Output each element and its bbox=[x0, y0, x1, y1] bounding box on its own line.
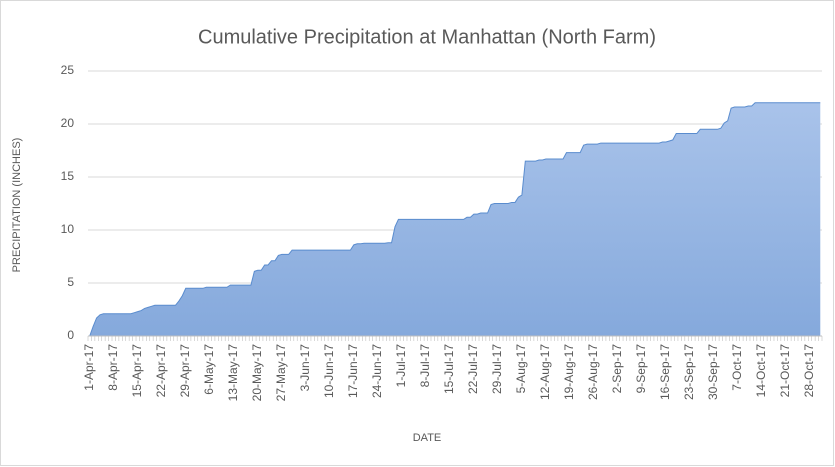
x-tick-label: 8-Jul-17 bbox=[418, 344, 432, 388]
y-tick-label: 20 bbox=[61, 116, 75, 130]
x-tick-label: 26-Aug-17 bbox=[586, 344, 600, 400]
x-tick-label: 22-Jul-17 bbox=[466, 344, 480, 394]
x-tick-label: 29-Jul-17 bbox=[490, 344, 504, 394]
y-tick-label: 15 bbox=[61, 169, 75, 183]
y-tick-label: 5 bbox=[67, 275, 74, 289]
x-tick-label: 15-Apr-17 bbox=[130, 344, 144, 398]
x-tick-label: 1-Apr-17 bbox=[82, 344, 96, 391]
x-tick-label: 30-Sep-17 bbox=[706, 344, 720, 400]
y-tick-label: 0 bbox=[67, 328, 74, 342]
x-tick-label: 6-May-17 bbox=[202, 344, 216, 395]
y-axis-title: PRECIPITATION (INCHES) bbox=[11, 138, 23, 273]
x-tick-label: 1-Jul-17 bbox=[394, 344, 408, 388]
chart-title: Cumulative Precipitation at Manhattan (N… bbox=[198, 26, 656, 48]
x-tick-label: 9-Sep-17 bbox=[634, 344, 648, 394]
x-tick-label: 16-Sep-17 bbox=[658, 344, 672, 400]
area-line bbox=[89, 102, 821, 337]
x-tick-label: 13-May-17 bbox=[226, 344, 240, 402]
x-tick-label: 24-Jun-17 bbox=[370, 344, 384, 398]
x-tick-label: 12-Aug-17 bbox=[538, 344, 552, 400]
x-tick-label: 19-Aug-17 bbox=[562, 344, 576, 400]
x-tick-label: 5-Aug-17 bbox=[514, 344, 528, 394]
y-tick-label: 10 bbox=[61, 222, 75, 236]
x-tick-label: 10-Jun-17 bbox=[322, 344, 336, 398]
x-tick-label: 28-Oct-17 bbox=[802, 344, 816, 398]
x-tick-label: 15-Jul-17 bbox=[442, 344, 456, 394]
x-tick-label: 29-Apr-17 bbox=[178, 344, 192, 398]
x-tick-label: 17-Jun-17 bbox=[346, 344, 360, 398]
x-tick-label: 2-Sep-17 bbox=[610, 344, 624, 394]
x-tick-label: 7-Oct-17 bbox=[730, 344, 744, 391]
x-tick-label: 20-May-17 bbox=[250, 344, 264, 402]
x-tick-label: 27-May-17 bbox=[274, 344, 288, 402]
x-tick-label: 21-Oct-17 bbox=[778, 344, 792, 398]
x-tick-label: 3-Jun-17 bbox=[298, 344, 312, 392]
y-tick-label: 25 bbox=[61, 63, 75, 77]
x-tick-label: 8-Apr-17 bbox=[106, 344, 120, 391]
x-tick-label: 23-Sep-17 bbox=[682, 344, 696, 400]
x-axis-title: DATE bbox=[413, 432, 442, 444]
x-tick-label: 14-Oct-17 bbox=[754, 344, 768, 398]
x-tick-label: 22-Apr-17 bbox=[154, 344, 168, 398]
